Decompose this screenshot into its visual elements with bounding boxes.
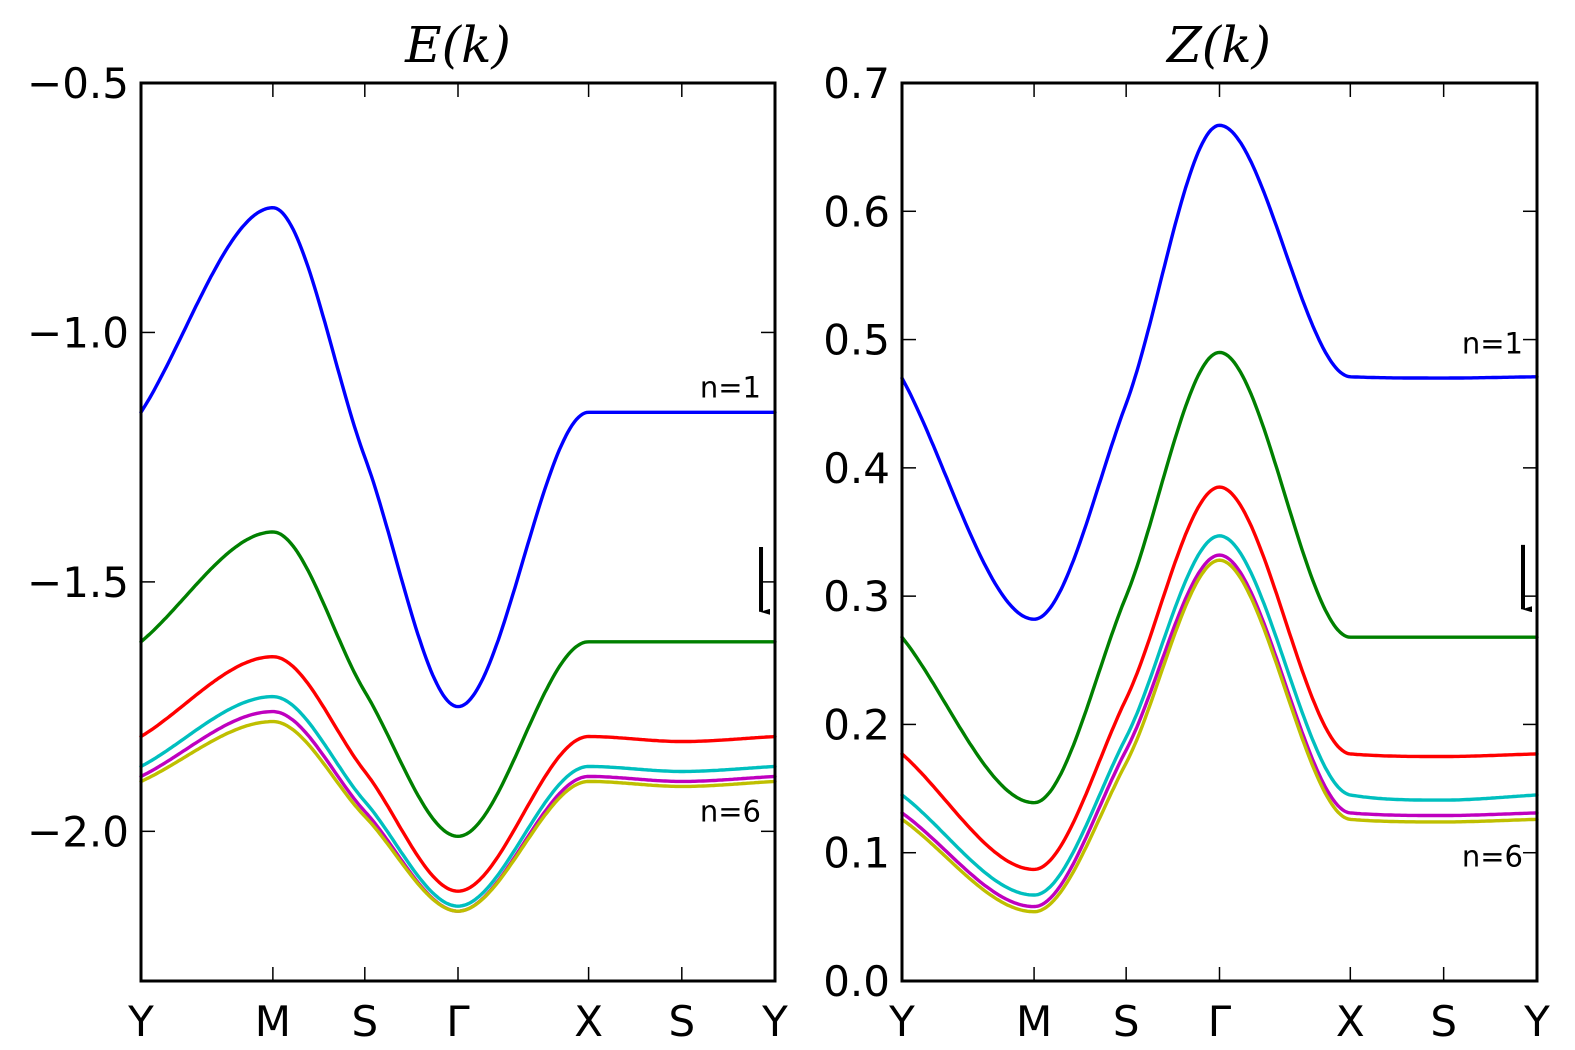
series-annotation: n=1 — [700, 370, 761, 404]
series-line-5 — [900, 553, 1539, 909]
series-annotation: n=6 — [700, 794, 761, 828]
y-tick-label: −1.5 — [27, 558, 129, 607]
x-tick-label: M — [255, 997, 291, 1046]
series-line-6 — [900, 558, 1539, 914]
panel-title: Z(k) — [1165, 16, 1271, 74]
series-line-3 — [900, 485, 1539, 872]
series-annotation: n=6 — [1462, 840, 1523, 874]
panel-title: E(k) — [404, 16, 511, 74]
x-tick-label: Y — [761, 997, 788, 1046]
x-tick-label: Γ — [1208, 997, 1232, 1046]
y-tick-label: 0.0 — [823, 957, 890, 1006]
x-tick-label: X — [1336, 997, 1365, 1046]
y-tick-label: 0.1 — [823, 829, 890, 878]
y-tick-label: −0.5 — [27, 59, 129, 108]
x-tick-label: S — [1430, 997, 1457, 1046]
x-tick-label: M — [1016, 997, 1052, 1046]
series-line-2 — [139, 530, 777, 838]
x-tick-label: Y — [888, 997, 915, 1046]
x-tick-label: S — [1113, 997, 1140, 1046]
series-line-6 — [139, 719, 777, 913]
x-tick-label: S — [351, 997, 378, 1046]
energy-panel: E(k) −0.5 −1.0 −1.5 −2.0 Y M S Γ X S Yn=1 n=6 — [27, 16, 788, 1046]
x-tick-label: X — [574, 997, 603, 1046]
series-line-4 — [900, 534, 1539, 897]
x-tick-label: Y — [1523, 997, 1550, 1046]
y-tick-label: 0.4 — [823, 444, 890, 493]
y-tick-label: 0.7 — [823, 59, 890, 108]
series-line-2 — [900, 350, 1539, 805]
series-line-4 — [139, 694, 777, 908]
y-tick-label: 0.2 — [823, 700, 890, 749]
x-tick-label: Y — [127, 997, 154, 1046]
axes-frame — [139, 81, 777, 983]
series-line-1 — [139, 206, 777, 709]
y-tick-label: −2.0 — [27, 807, 129, 856]
weight-panel: Z(k) 0.0 0.1 0.2 0.3 0.4 0.5 0.6 0.7 Y M S Γ X S Yn=1 n… — [823, 16, 1550, 1046]
plot-area: −0.5 −1.0 −1.5 −2.0 Y M S Γ X S Yn=1 n=6 — [27, 59, 788, 1046]
plot-area: 0.0 0.1 0.2 0.3 0.4 0.5 0.6 0.7 Y M S Γ X S Yn=1 n=6 — [823, 59, 1550, 1046]
y-tick-label: 0.6 — [823, 187, 890, 236]
y-tick-label: 0.5 — [823, 316, 890, 365]
x-tick-label: S — [668, 997, 695, 1046]
y-tick-label: −1.0 — [27, 308, 129, 357]
y-tick-label: 0.3 — [823, 572, 890, 621]
axes-frame — [900, 81, 1539, 983]
series-line-1 — [900, 123, 1539, 621]
series-annotation: n=1 — [1462, 326, 1523, 360]
x-tick-label: Γ — [446, 997, 470, 1046]
series-line-3 — [139, 655, 777, 893]
